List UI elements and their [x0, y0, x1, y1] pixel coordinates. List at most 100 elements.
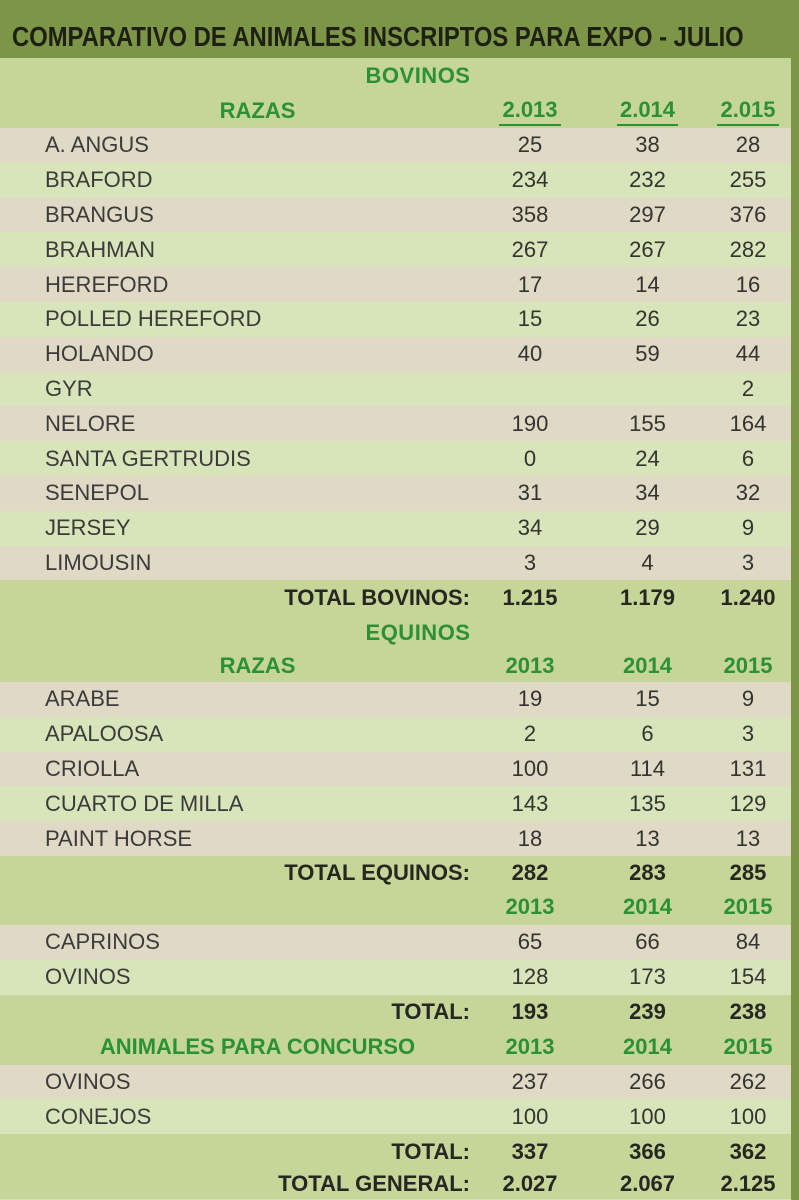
cell-2014: 38	[635, 132, 660, 158]
cell-2015: 3	[741, 721, 755, 747]
total-label: TOTAL EQUINOS:	[284, 859, 470, 885]
bovinos-total-row: TOTAL BOVINOS: 1.215 1.179 1.240	[0, 580, 791, 616]
cell-2015: 255	[729, 167, 767, 193]
table-row: HOLANDO 40 59 44	[0, 336, 791, 372]
equinos-year-2014-header: 2014	[623, 652, 672, 678]
year-label: 2.015	[717, 97, 779, 126]
grand-total-2013: 2.027	[502, 1171, 558, 1197]
table-row: POLLED HEREFORD 15 26 23	[0, 301, 791, 337]
equinos-section-band: EQUINOS	[0, 615, 791, 650]
row-label: CAPRINOS	[45, 929, 160, 955]
cell-2015: 164	[729, 410, 767, 436]
cell-2014: 13	[635, 825, 660, 851]
total-2014: 239	[629, 999, 666, 1025]
equinos-total-row: TOTAL EQUINOS: 282 283 285	[0, 855, 791, 890]
bovinos-year-2015-header: 2.015	[705, 97, 791, 126]
cell-2015: 84	[735, 929, 761, 955]
cell-2013: 40	[517, 341, 543, 367]
cell-2014: 232	[629, 167, 666, 193]
bovinos-year-2013-header: 2.013	[470, 97, 590, 126]
bovinos-rows: A. ANGUS 25 38 28 BRAFORD 234 232 255 BR…	[0, 128, 799, 581]
cell-2014: 34	[635, 480, 660, 506]
cell-2014: 66	[635, 929, 660, 955]
cell-2013: 0	[523, 445, 537, 471]
total-2015: 362	[729, 1138, 767, 1164]
bovinos-section-band: BOVINOS	[0, 58, 791, 94]
cell-2013: 25	[517, 132, 543, 158]
concurso-rows: OVINOS 237 266 262 CONEJOS 100 100 100	[0, 1064, 799, 1135]
concurso-section-title: ANIMALES PARA CONCURSO	[99, 1034, 416, 1060]
concurso-year-2013-header: 2013	[505, 1034, 555, 1060]
row-label: HEREFORD	[45, 271, 169, 297]
cell-2014: 59	[635, 341, 660, 367]
cell-2013: 2	[523, 721, 537, 747]
cell-2013: 358	[511, 201, 549, 227]
cell-2014: 297	[629, 201, 666, 227]
grand-total-row: TOTAL GENERAL: 2.027 2.067 2.125	[0, 1169, 791, 1200]
otros-year-2015-header: 2015	[723, 894, 773, 920]
row-label: NELORE	[45, 410, 136, 436]
otros-columns-header: 2013 2014 2015	[0, 889, 791, 925]
bovinos-year-2014-header: 2.014	[590, 97, 705, 126]
total-2015: 1.240	[720, 584, 776, 610]
table-row: CUARTO DE MILLA 143 135 129	[0, 786, 791, 822]
row-label: BRANGUS	[45, 201, 154, 227]
table-row: A. ANGUS 25 38 28	[0, 128, 791, 163]
cell-2013: 31	[517, 480, 543, 506]
table-row: JERSEY 34 29 9	[0, 510, 791, 546]
table-row: APALOOSA 2 6 3	[0, 716, 791, 752]
row-label: HOLANDO	[45, 341, 154, 367]
cell-2014: 26	[635, 306, 660, 332]
equinos-columns-header: RAZAS 2013 2014 2015	[0, 649, 791, 682]
equinos-rows: ARABE 19 15 9 APALOOSA 2 6 3 CRIOLLA 100…	[0, 681, 799, 856]
table-row: BRANGUS 358 297 376	[0, 197, 791, 233]
cell-2014: 100	[629, 1103, 666, 1129]
otros-total-row: TOTAL: 193 239 238	[0, 994, 791, 1030]
row-label: POLLED HEREFORD	[45, 306, 262, 332]
cell-2014: 267	[629, 236, 666, 262]
total-label: TOTAL:	[391, 1138, 470, 1164]
table-row: CAPRINOS 65 66 84	[0, 924, 791, 960]
page-title: COMPARATIVO DE ANIMALES INSCRIPTOS PARA …	[12, 21, 744, 52]
cell-2013: 143	[511, 790, 549, 816]
row-label: OVINOS	[45, 964, 131, 990]
cell-2013: 237	[511, 1068, 549, 1094]
cell-2013: 17	[517, 271, 543, 297]
concurso-year-2014-header: 2014	[623, 1034, 672, 1060]
row-label: CONEJOS	[45, 1103, 152, 1129]
table-row: ARABE 19 15 9	[0, 681, 791, 717]
cell-2015: 154	[729, 964, 767, 990]
row-label: A. ANGUS	[45, 132, 149, 158]
cell-2015: 129	[729, 790, 767, 816]
cell-2014: 6	[641, 721, 654, 747]
cell-2014: 4	[641, 549, 654, 575]
bovinos-section-title: BOVINOS	[365, 63, 471, 88]
otros-rows: CAPRINOS 65 66 84 OVINOS 128 173 154	[0, 924, 799, 995]
cell-2015: 282	[729, 236, 767, 262]
cell-2013: 65	[517, 929, 543, 955]
cell-2015: 16	[735, 271, 761, 297]
cell-2014: 266	[629, 1068, 666, 1094]
equinos-year-2015-header: 2015	[723, 652, 773, 678]
table-row: CRIOLLA 100 114 131	[0, 751, 791, 787]
cell-2014: 155	[629, 410, 666, 436]
cell-2013: 267	[511, 236, 549, 262]
table-row: LIMOUSIN 3 4 3	[0, 545, 791, 581]
table-row: OVINOS 128 173 154	[0, 959, 791, 995]
title-bar: COMPARATIVO DE ANIMALES INSCRIPTOS PARA …	[0, 0, 799, 58]
equinos-year-2013-header: 2013	[505, 652, 555, 678]
row-label: SENEPOL	[45, 480, 149, 506]
cell-2013: 100	[511, 755, 549, 781]
cell-2015: 262	[729, 1068, 767, 1094]
cell-2014: 24	[635, 445, 660, 471]
bovinos-columns-header: RAZAS 2.013 2.014 2.015	[0, 94, 791, 128]
bovinos-razas-label: RAZAS	[219, 98, 296, 123]
cell-2014: 29	[635, 515, 660, 541]
cell-2015: 13	[735, 825, 761, 851]
total-2014: 366	[629, 1138, 666, 1164]
otros-year-2013-header: 2013	[505, 894, 555, 920]
cell-2013: 19	[517, 686, 543, 712]
cell-2014: 14	[635, 271, 660, 297]
grand-total-2015: 2.125	[720, 1171, 776, 1197]
total-2013: 1.215	[502, 584, 558, 610]
